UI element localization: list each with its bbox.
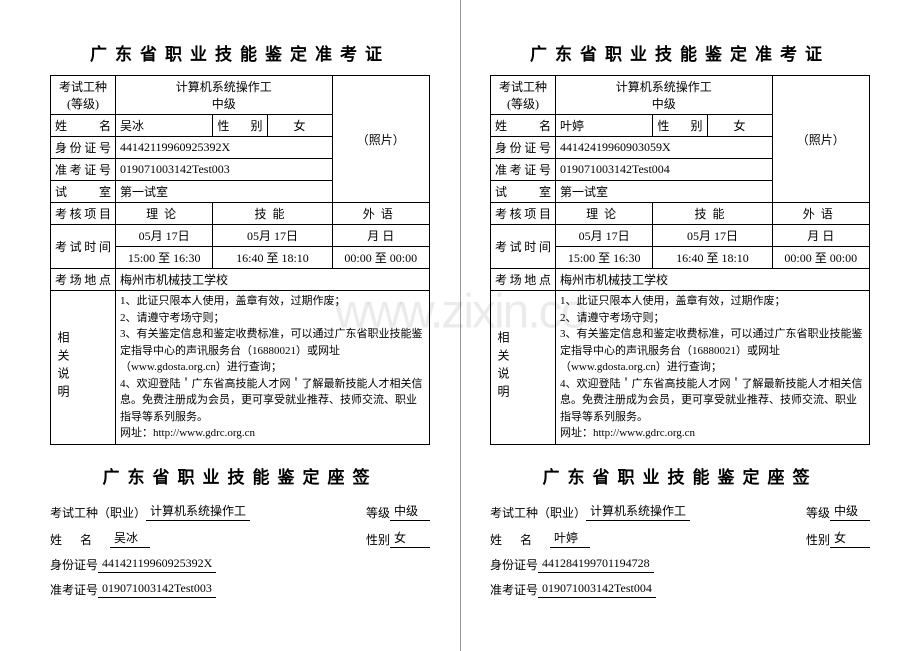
val-gender: 女 [707, 115, 772, 137]
cert-table: 考试工种(等级) 计算机系统操作工中级 （照片） 姓名 叶婷 性别 女 身份证号… [490, 75, 870, 445]
val-id: 44142419960903059X [555, 137, 772, 159]
val-name: 叶婷 [555, 115, 652, 137]
lbl-theory: 理论 [115, 203, 212, 225]
lbl-notes: 相关说明 [491, 291, 556, 445]
seat-row-id: 身份证号 441284199701194728 [490, 556, 870, 573]
lbl-name: 姓名 [491, 115, 556, 137]
val-lang-date: 月 日 [772, 225, 870, 247]
val-lang-date: 月 日 [332, 225, 430, 247]
val-theory-date: 05月 17日 [115, 225, 212, 247]
val-skill-time: 16:40 至 18:10 [653, 247, 772, 269]
val-admit: 019071003142Test004 [555, 159, 772, 181]
photo-cell: （照片） [332, 76, 430, 203]
val-skill-date: 05月 17日 [213, 225, 332, 247]
val-lang-time: 00:00 至 00:00 [332, 247, 430, 269]
notes-cell: 1、此证只限本人使用，盖章有效，过期作废；2、请遵守考场守则；3、有关鉴定信息和… [555, 291, 869, 445]
val-skill-time: 16:40 至 18:10 [213, 247, 332, 269]
val-job-level: 计算机系统操作工中级 [555, 76, 772, 115]
lbl-place: 考场地点 [491, 269, 556, 291]
photo-cell: （照片） [772, 76, 870, 203]
seat-row-job: 考试工种（职业） 计算机系统操作工 等级 中级 [490, 502, 870, 521]
val-skill-date: 05月 17日 [653, 225, 772, 247]
val-room: 第一试室 [555, 181, 772, 203]
lbl-admit: 准考证号 [491, 159, 556, 181]
val-lang-time: 00:00 至 00:00 [772, 247, 870, 269]
val-id: 44142119960925392X [115, 137, 332, 159]
left-card: 广东省职业技能鉴定准考证 考试工种(等级) 计算机系统操作工中级 （照片） 姓名… [20, 20, 460, 631]
lbl-exam-type: 考试工种(等级) [491, 76, 556, 115]
lbl-notes: 相关说明 [51, 291, 116, 445]
lbl-skill: 技能 [653, 203, 772, 225]
lbl-admit: 准考证号 [51, 159, 116, 181]
lbl-exam-type: 考试工种(等级) [51, 76, 116, 115]
lbl-room: 试室 [491, 181, 556, 203]
val-room: 第一试室 [115, 181, 332, 203]
val-name: 吴冰 [115, 115, 212, 137]
lbl-room: 试室 [51, 181, 116, 203]
val-theory-date: 05月 17日 [555, 225, 652, 247]
seat-title: 广东省职业技能鉴定座签 [490, 463, 870, 488]
seat-row-name: 姓名 叶婷 性别 女 [490, 529, 870, 548]
lbl-gender: 性别 [653, 115, 707, 137]
val-place: 梅州市机械技工学校 [555, 269, 869, 291]
lbl-assess: 考核项目 [51, 203, 116, 225]
seat-row-admit: 准考证号 019071003142Test004 [490, 581, 870, 598]
lbl-time: 考试时间 [491, 225, 556, 269]
seat-row-name: 姓名 吴冰 性别 女 [50, 529, 430, 548]
val-admit: 019071003142Test003 [115, 159, 332, 181]
lbl-theory: 理论 [555, 203, 652, 225]
lbl-lang: 外语 [772, 203, 870, 225]
lbl-lang: 外语 [332, 203, 430, 225]
lbl-assess: 考核项目 [491, 203, 556, 225]
lbl-time: 考试时间 [51, 225, 116, 269]
lbl-name: 姓名 [51, 115, 116, 137]
seat-row-job: 考试工种（职业） 计算机系统操作工 等级 中级 [50, 502, 430, 521]
lbl-place: 考场地点 [51, 269, 116, 291]
seat-row-admit: 准考证号 019071003142Test003 [50, 581, 430, 598]
seat-title: 广东省职业技能鉴定座签 [50, 463, 430, 488]
val-gender: 女 [267, 115, 332, 137]
val-theory-time: 15:00 至 16:30 [555, 247, 652, 269]
val-theory-time: 15:00 至 16:30 [115, 247, 212, 269]
lbl-id: 身份证号 [491, 137, 556, 159]
seat-row-id: 身份证号 44142119960925392X [50, 556, 430, 573]
lbl-gender: 性别 [213, 115, 267, 137]
cert-table: 考试工种(等级) 计算机系统操作工中级 （照片） 姓名 吴冰 性别 女 身份证号… [50, 75, 430, 445]
right-card: 广东省职业技能鉴定准考证 考试工种(等级) 计算机系统操作工中级 （照片） 姓名… [460, 20, 900, 631]
notes-cell: 1、此证只限本人使用，盖章有效，过期作废；2、请遵守考场守则；3、有关鉴定信息和… [115, 291, 429, 445]
val-place: 梅州市机械技工学校 [115, 269, 429, 291]
cert-title: 广东省职业技能鉴定准考证 [490, 40, 870, 65]
cert-title: 广东省职业技能鉴定准考证 [50, 40, 430, 65]
lbl-id: 身份证号 [51, 137, 116, 159]
lbl-skill: 技能 [213, 203, 332, 225]
val-job-level: 计算机系统操作工中级 [115, 76, 332, 115]
